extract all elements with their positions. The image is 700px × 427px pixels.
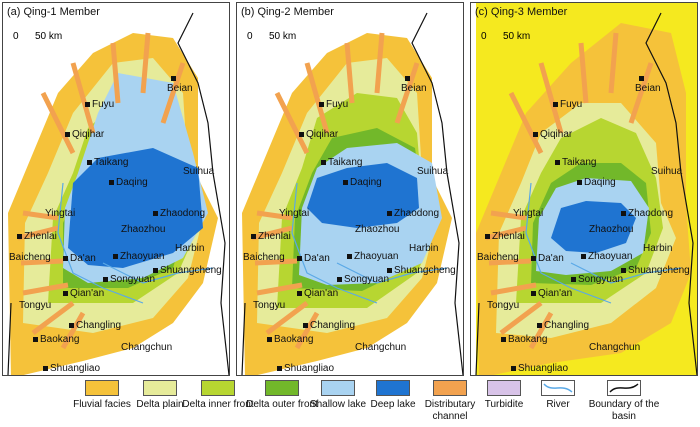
legend-item-river: River [520,380,596,411]
city-shuangcheng: Shuangcheng [621,265,690,276]
city-baokang: Baokang [33,334,79,345]
legend-item-turbidite: Turbidite [466,380,542,411]
city-zhaoyuan: Zhaoyuan [113,251,164,262]
city-zhaodong: Zhaodong [153,208,205,219]
panel-title-c: (c) Qing-3 Member [475,6,568,18]
facies-map-c [475,3,697,375]
city-daan: Da'an [63,253,96,264]
legend-item-deep-lake: Deep lake [355,380,431,411]
legend: Fluvial facies Delta plain Delta inner f… [0,380,700,427]
legend-item-delta-plain: Delta plain [122,380,198,411]
city-tongyu: Tongyu [19,300,52,311]
city-yingtai: Yingtai [513,208,544,219]
city-zhenlai: Zhenlai [485,231,525,242]
city-label: Beian [635,83,661,94]
city-qiqihar: Qiqihar [299,129,338,140]
legend-item-delta-outer-front: Delta outer front [244,380,320,411]
city-qiqihar: Qiqihar [65,129,104,140]
river-line-icon [541,380,575,396]
legend-item-shallow-lake: Shallow lake [300,380,376,411]
city-label: Beian [401,83,427,94]
boundary-line-icon [607,380,641,396]
city-changling: Changling [537,320,589,331]
city-suihua: Suihua [651,166,683,177]
map-panel-a: (a) Qing-1 Member 0 50 km Beian Fuyu Qiq… [2,2,230,376]
city-shuangliao: Shuangliao [277,363,334,374]
city-shuangcheng: Shuangcheng [153,265,222,276]
city-daan: Da'an [297,253,330,264]
city-suihua: Suihua [183,166,215,177]
city-baicheng: Baicheng [243,252,285,263]
city-taikang: Taikang [321,157,362,168]
city-suihua: Suihua [417,166,449,177]
city-qiqihar: Qiqihar [533,129,572,140]
city-yingtai: Yingtai [279,208,310,219]
city-baokang: Baokang [267,334,313,345]
city-baicheng: Baicheng [477,252,519,263]
city-changling: Changling [303,320,355,331]
panel-title-b: (b) Qing-2 Member [241,6,334,18]
city-baicheng: Baicheng [9,252,51,263]
city-tongyu: Tongyu [487,300,520,311]
panel-title-a: (a) Qing-1 Member [7,6,100,18]
city-changchun: Changchun [121,342,173,353]
map-panel-b: (b) Qing-2 Member 0 50 km Beian Fuyu Qiq… [236,2,464,376]
city-qianan: Qian'an [531,288,572,299]
facies-map-b [241,12,463,375]
city-baokang: Baokang [501,334,547,345]
city-beian [639,73,646,84]
city-songyuan: Songyuan [337,274,389,285]
city-label: Beian [167,83,193,94]
city-qianan: Qian'an [63,288,104,299]
city-zhaozhou: Zhaozhou [121,224,166,235]
legend-item-distributary-channel: Distributary channel [412,380,488,423]
city-zhaoyuan: Zhaoyuan [347,251,398,262]
legend-item-boundary: Boundary of the basin [586,380,662,423]
city-zhenlai: Zhenlai [17,231,57,242]
city-changling: Changling [69,320,121,331]
city-harbin: Harbin [409,243,439,254]
city-zhaodong: Zhaodong [621,208,673,219]
city-shuangcheng: Shuangcheng [387,265,456,276]
city-taikang: Taikang [555,157,596,168]
city-zhaoyuan: Zhaoyuan [581,251,632,262]
city-songyuan: Songyuan [571,274,623,285]
city-zhaozhou: Zhaozhou [589,224,634,235]
city-shuangliao: Shuangliao [43,363,100,374]
city-zhaozhou: Zhaozhou [355,224,400,235]
facies-map-a [7,12,229,375]
city-zhenlai: Zhenlai [251,231,291,242]
city-changchun: Changchun [589,342,641,353]
city-qianan: Qian'an [297,288,338,299]
city-shuangliao: Shuangliao [511,363,568,374]
city-changchun: Changchun [355,342,407,353]
scale-bar-a: 0 50 km [13,31,63,42]
city-zhaodong: Zhaodong [387,208,439,219]
city-harbin: Harbin [175,243,205,254]
city-daqing: Daqing [577,177,616,188]
scale-bar-c: 0 50 km [481,31,531,42]
legend-item-delta-inner-front: Delta inner front [180,380,256,411]
scale-bar-b: 0 50 km [247,31,297,42]
city-beian [405,73,412,84]
city-daqing: Daqing [343,177,382,188]
city-fuyu: Fuyu [319,99,348,110]
city-beian [171,73,178,84]
city-daqing: Daqing [109,177,148,188]
legend-item-fluvial: Fluvial facies [64,380,140,411]
map-panel-c: (c) Qing-3 Member 0 50 km Beian Fuyu Qiq… [470,2,698,376]
city-yingtai: Yingtai [45,208,76,219]
city-harbin: Harbin [643,243,673,254]
city-songyuan: Songyuan [103,274,155,285]
city-tongyu: Tongyu [253,300,286,311]
city-taikang: Taikang [87,157,128,168]
city-daan: Da'an [531,253,564,264]
city-fuyu: Fuyu [553,99,582,110]
city-fuyu: Fuyu [85,99,114,110]
